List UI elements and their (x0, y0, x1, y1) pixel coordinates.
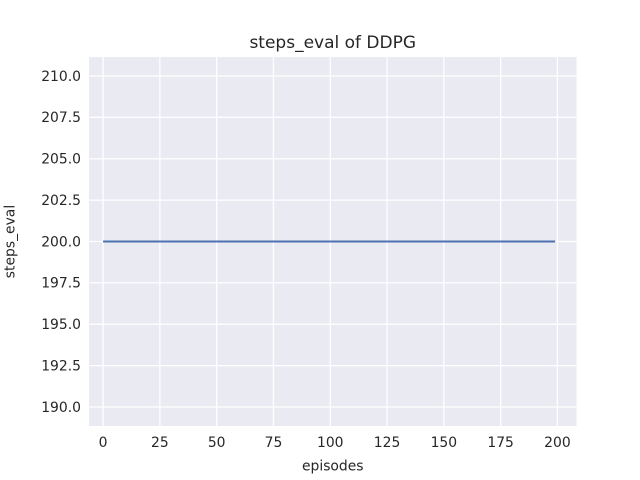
y-tick-label: 190.0 (41, 400, 81, 416)
y-tick-label: 200.0 (41, 234, 81, 250)
y-tick-labels: 190.0 192.5 195.0 197.5 200.0 202.5 205.0 207.5… (41, 69, 81, 416)
y-tick-label: 195.0 (41, 317, 81, 333)
y-axis-label: steps_eval (3, 205, 19, 278)
y-tick-label: 202.5 (41, 193, 81, 209)
x-tick-label: 75 (265, 435, 283, 451)
y-tick-label: 210.0 (41, 69, 81, 85)
x-tick-labels: 0 25 50 75 100 125 150 175 200 (99, 435, 571, 451)
x-tick-label: 125 (374, 435, 401, 451)
x-axis-label: episodes (302, 459, 364, 475)
y-tick-label: 205.0 (41, 152, 81, 168)
x-tick-label: 0 (99, 435, 108, 451)
x-tick-label: 150 (431, 435, 458, 451)
y-tick-label: 207.5 (41, 110, 81, 126)
x-tick-label: 50 (208, 435, 226, 451)
y-tick-label: 197.5 (41, 276, 81, 292)
chart-title: steps_eval of DDPG (249, 33, 416, 53)
x-tick-label: 175 (487, 435, 514, 451)
y-tick-label: 192.5 (41, 358, 81, 374)
x-tick-label: 100 (317, 435, 344, 451)
x-tick-label: 200 (544, 435, 571, 451)
x-tick-label: 25 (151, 435, 169, 451)
